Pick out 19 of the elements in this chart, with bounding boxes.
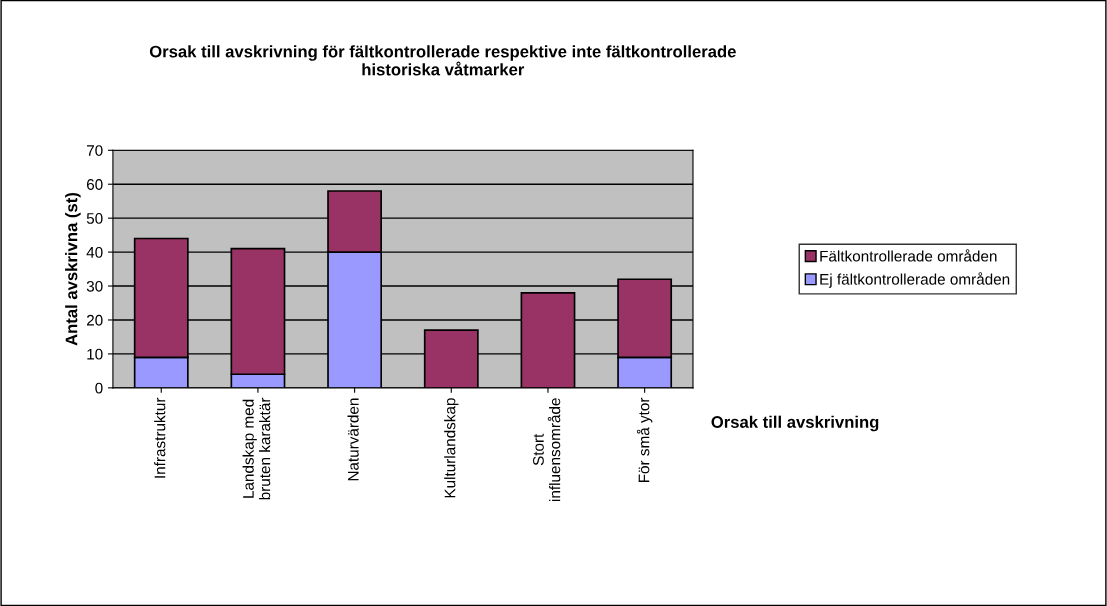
y-tick-label: 0 [95,382,103,394]
x-tick-label: Stort influensområde [533,398,561,501]
x-tick-label: Infrastruktur [154,397,166,478]
y-tick-label: 60 [86,179,103,190]
x-tick-label: För små ytor [636,397,653,483]
y-tick-label: 50 [86,213,103,224]
legend-label: Fältkontrollerade områden [820,249,997,262]
y-tick-label: 70 [86,145,103,156]
y-tick-label: 40 [86,246,103,258]
x-tick-label: Landskap med bruten karaktär [242,397,271,500]
x-tick-label: Naturvärden [347,398,359,481]
legend-label: Ej fältkontrollerade områden [820,272,1010,288]
chart-title: Orsak till avskrivning för fältkontrollerade respektive inte fältkontrollerade historiska våtmarker [149,45,736,76]
y-tick-label: 20 [86,314,103,326]
y-axis-title: Antal avskrivna (st) [65,193,81,346]
x-axis-title: Orsak till avskrivning [711,415,879,432]
x-tick-label: Kulturlandskap [444,398,459,498]
y-tick-label: 10 [87,348,103,360]
y-tick-label: 30 [86,280,103,292]
